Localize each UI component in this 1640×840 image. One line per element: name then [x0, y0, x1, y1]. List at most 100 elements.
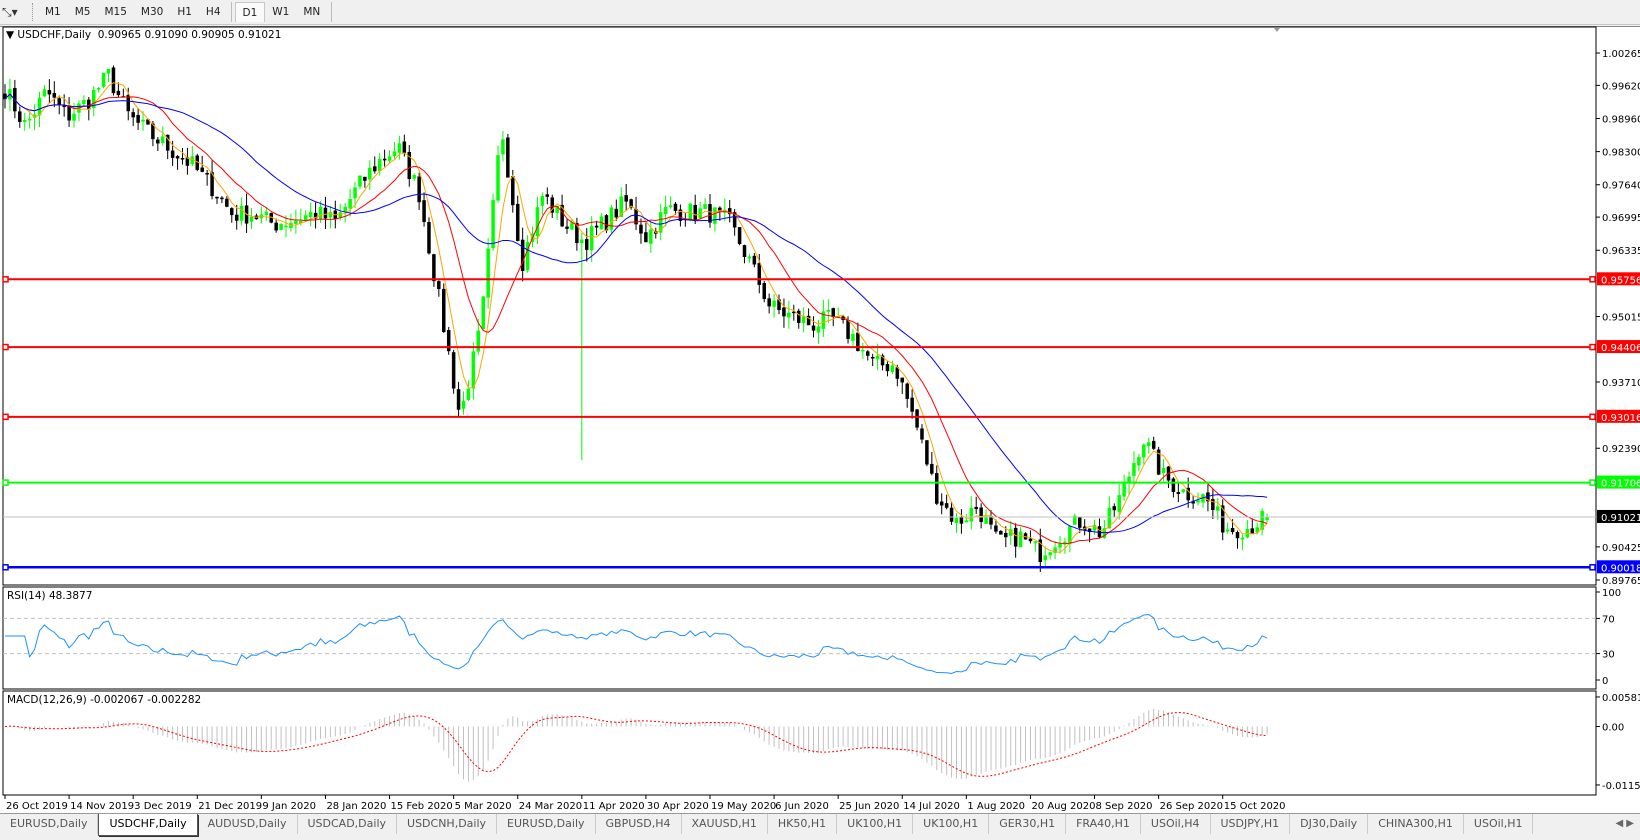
bull-candle: [861, 349, 865, 352]
bear-candle: [515, 203, 520, 242]
bull-candle: [501, 139, 505, 155]
symbol-menu-icon[interactable]: ▼: [6, 29, 15, 41]
bear-candle: [111, 67, 116, 94]
price-tick-label: 0.98300: [1602, 148, 1640, 159]
bear-candle: [1186, 487, 1190, 501]
bear-candle: [1077, 516, 1082, 528]
bull-candle: [82, 100, 86, 105]
price-tick-label: 0.95015: [1602, 312, 1640, 323]
bull-candle: [698, 208, 702, 219]
timeframe-group: M1 M5 M15 M30 H1 H4 D1 W1 MN: [38, 2, 333, 22]
bull-candle: [91, 89, 96, 109]
bull-candle: [249, 216, 254, 222]
date-tick-label: 26 Sep 2020: [1160, 801, 1223, 812]
timeframe-m30-button[interactable]: M30: [140, 6, 164, 18]
bull-candle: [1063, 541, 1067, 544]
toolbar-grip[interactable]: [32, 3, 36, 21]
timeframe-d1-button[interactable]: D1: [234, 2, 266, 22]
chart-tab-fra40-h1[interactable]: FRA40,H1: [1066, 814, 1141, 834]
chart-tab-xauusd-h1[interactable]: XAUUSD,H1: [682, 814, 768, 834]
bear-candle: [885, 364, 890, 372]
price-tag-0.90018: 0.90018: [1601, 563, 1640, 574]
timeframe-mn-button[interactable]: MN: [303, 6, 321, 18]
chart-tab-china300-h1[interactable]: CHINA300,H1: [1368, 814, 1464, 834]
bear-candle: [456, 389, 461, 410]
bear-candle: [752, 255, 757, 265]
chart-tab-uk100-h1[interactable]: UK100,H1: [913, 814, 990, 834]
bull-candle: [1147, 442, 1151, 447]
date-tick-label: 9 Jan 2020: [262, 801, 316, 812]
line-handle: [1589, 564, 1596, 571]
bear-candle: [594, 225, 599, 228]
chart-tab-hk50-h1[interactable]: HK50,H1: [768, 814, 838, 834]
bear-candle: [1220, 505, 1225, 533]
bear-candle: [796, 310, 801, 323]
bull-candle: [984, 516, 988, 524]
rsi-tick-label: 70: [1602, 614, 1615, 625]
bear-candle: [1112, 506, 1116, 511]
price-tick-label: 0.98960: [1602, 114, 1640, 125]
bear-candle: [323, 207, 328, 219]
chart-tab-usdjpy-h1[interactable]: USDJPY,H1: [1211, 814, 1291, 834]
chart-tab-ger30-h1[interactable]: GER30,H1: [989, 814, 1067, 834]
bear-candle: [560, 204, 564, 227]
timeframe-h1-button[interactable]: H1: [177, 6, 192, 18]
macd-signal-line: [4, 711, 1268, 777]
bull-candle: [1255, 527, 1259, 533]
macd-tick-label: -0.011514: [1602, 781, 1640, 792]
bull-candle: [377, 158, 382, 172]
bull-candle: [826, 309, 831, 312]
bull-candle: [875, 355, 880, 360]
bull-candle: [491, 200, 495, 249]
bear-candle: [831, 308, 835, 317]
bear-candle: [999, 530, 1003, 535]
line-tools-icon[interactable]: ⤡▾: [2, 5, 18, 19]
chart-tab-eurusd-daily[interactable]: EURUSD,Daily: [497, 814, 596, 834]
chart-tab-usdcnh-daily[interactable]: USDCNH,Daily: [397, 814, 498, 834]
bull-candle: [343, 206, 347, 212]
bear-candle: [575, 222, 579, 244]
price-tick-label: 0.93710: [1602, 378, 1640, 389]
rsi-tick-label: 30: [1602, 650, 1615, 661]
bear-candle: [451, 352, 456, 389]
chart-tab-dj30-daily[interactable]: DJ30,Daily: [1290, 814, 1369, 834]
chart-tab-usdchf-daily[interactable]: USDCHF,Daily: [98, 814, 198, 836]
timeframe-m1-button[interactable]: M1: [45, 6, 61, 18]
line-handle: [1589, 343, 1596, 351]
bear-candle: [156, 139, 160, 144]
line-handle: [2, 564, 9, 571]
bull-candle: [747, 256, 752, 259]
chart-tab-uk100-h1[interactable]: UK100,H1: [837, 814, 914, 834]
timeframe-m15-button[interactable]: M15: [104, 6, 127, 18]
bull-candle: [397, 143, 402, 153]
chart-tab-usoil-h4[interactable]: USOil,H4: [1141, 814, 1211, 834]
bear-candle: [866, 351, 870, 356]
chart-tab-gbpusd-h4[interactable]: GBPUSD,H4: [596, 814, 682, 834]
chart-tab-eurusd-daily[interactable]: EURUSD,Daily: [0, 814, 99, 834]
bear-candle: [1230, 528, 1235, 533]
chart-tab-audusd-daily[interactable]: AUDUSD,Daily: [198, 814, 298, 834]
chart-canvas[interactable]: 1.00265 0.99620 0.98960 0.98300 0.97640 0.969…: [0, 0, 1640, 813]
bear-candle: [313, 212, 318, 219]
bull-candle: [239, 205, 244, 221]
bear-candle: [402, 141, 407, 153]
tab-scroll-arrows[interactable]: ◀ ▶: [1615, 818, 1634, 829]
bull-candle: [392, 151, 397, 157]
price-tag-0.95756: 0.95756: [1601, 275, 1640, 286]
price-tick-label: 0.99620: [1602, 81, 1640, 92]
timeframe-m5-button[interactable]: M5: [74, 6, 91, 18]
timeframe-h4-button[interactable]: H4: [205, 6, 221, 18]
bull-candle: [72, 113, 76, 121]
price-tag-0.93016-bg: [1597, 409, 1640, 423]
bear-candle: [432, 254, 436, 282]
bear-candle: [373, 166, 377, 172]
bull-candle: [969, 507, 974, 522]
chart-tab-usdcad-daily[interactable]: USDCAD,Daily: [298, 814, 398, 834]
bear-candle: [205, 173, 209, 175]
chart-tab-usoil-h1[interactable]: USOil,H1: [1464, 814, 1534, 834]
bear-candle: [806, 315, 811, 326]
timeframe-w1-button[interactable]: W1: [272, 6, 290, 18]
bull-candle: [1107, 507, 1112, 529]
rsi-label: RSI(14) 48.3877: [7, 590, 93, 602]
bull-candle: [609, 207, 614, 230]
